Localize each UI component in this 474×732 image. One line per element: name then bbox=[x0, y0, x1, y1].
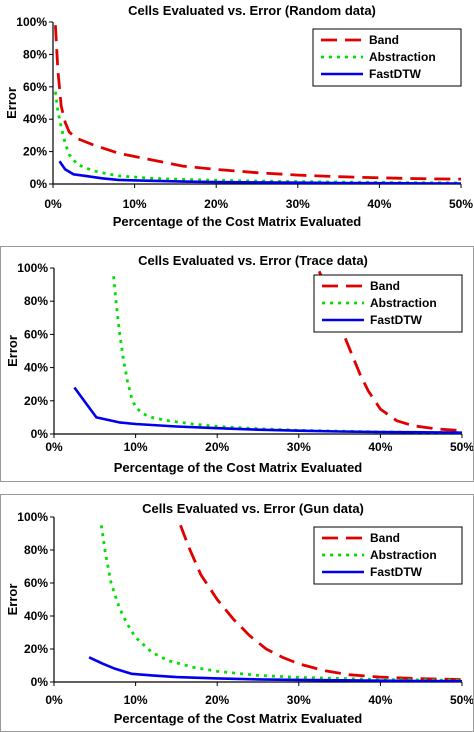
y-tick-label: 0% bbox=[30, 177, 48, 191]
legend-label-abstraction: Abstraction bbox=[369, 50, 436, 64]
series-line-band bbox=[54, 25, 462, 181]
legend-label-fastdtw: FastDTW bbox=[370, 565, 423, 579]
series-line-fastdtw bbox=[58, 160, 462, 184]
legend-label-fastdtw: FastDTW bbox=[369, 67, 422, 81]
x-tick-label: 0% bbox=[45, 440, 63, 454]
x-tick-label: 50% bbox=[450, 693, 473, 707]
legend-label-abstraction: Abstraction bbox=[370, 548, 437, 562]
legend-label-band: Band bbox=[370, 279, 400, 293]
chart-panel-random: Cells Evaluated vs. Error (Random data) 0… bbox=[0, 0, 474, 236]
x-tick-label: 0% bbox=[44, 197, 62, 211]
chart-gun: Cells Evaluated vs. Error (Gun data) 0% 20… bbox=[5, 501, 473, 726]
y-tick-label: 60% bbox=[24, 576, 48, 590]
y-tick-label: 40% bbox=[23, 112, 47, 126]
x-tick-label: 10% bbox=[124, 440, 148, 454]
series-line-band bbox=[317, 270, 463, 433]
series-line-fastdtw bbox=[88, 656, 463, 682]
y-tick-label: 60% bbox=[23, 80, 47, 94]
x-tick-label: 40% bbox=[368, 440, 392, 454]
chart-panel-trace: Cells Evaluated vs. Error (Trace data) 0%… bbox=[0, 246, 474, 482]
y-tick-label: 100% bbox=[17, 510, 48, 524]
y-axis-label: Error bbox=[5, 584, 20, 616]
y-tick-label: 80% bbox=[24, 294, 48, 308]
x-axis-label: Percentage of the Cost Matrix Evaluated bbox=[114, 711, 363, 726]
x-tick-label: 50% bbox=[450, 440, 473, 454]
x-tick-label: 40% bbox=[368, 693, 392, 707]
x-tick-label: 50% bbox=[449, 197, 473, 211]
y-tick-label: 0% bbox=[31, 427, 49, 441]
y-tick-label: 100% bbox=[16, 15, 47, 29]
chart-title: Cells Evaluated vs. Error (Gun data) bbox=[142, 501, 364, 516]
y-tick-label: 80% bbox=[23, 47, 47, 61]
y-tick-label: 20% bbox=[24, 642, 48, 656]
series-line-fastdtw bbox=[73, 386, 463, 434]
y-axis-label: Error bbox=[4, 87, 19, 119]
x-tick-label: 10% bbox=[123, 197, 147, 211]
legend-label-band: Band bbox=[370, 531, 400, 545]
y-tick-label: 20% bbox=[23, 145, 47, 159]
x-tick-label: 10% bbox=[124, 693, 148, 707]
chart-random: Cells Evaluated vs. Error (Random data) 0… bbox=[4, 3, 473, 229]
y-tick-label: 80% bbox=[24, 543, 48, 557]
chart-title: Cells Evaluated vs. Error (Random data) bbox=[128, 3, 376, 18]
y-tick-label: 60% bbox=[24, 327, 48, 341]
x-tick-label: 30% bbox=[287, 440, 311, 454]
x-axis-label: Percentage of the Cost Matrix Evaluated bbox=[114, 460, 363, 475]
y-tick-label: 40% bbox=[24, 361, 48, 375]
x-tick-label: 30% bbox=[286, 197, 310, 211]
y-tick-label: 40% bbox=[24, 609, 48, 623]
series-line-band bbox=[179, 524, 463, 681]
chart-trace: Cells Evaluated vs. Error (Trace data) 0%… bbox=[5, 253, 473, 475]
x-tick-label: 30% bbox=[287, 693, 311, 707]
x-tick-label: 0% bbox=[45, 693, 63, 707]
x-tick-label: 20% bbox=[205, 693, 229, 707]
x-axis-label: Percentage of the Cost Matrix Evaluated bbox=[113, 214, 362, 229]
y-tick-label: 100% bbox=[17, 261, 48, 275]
legend-label-fastdtw: FastDTW bbox=[370, 313, 423, 327]
legend-label-band: Band bbox=[369, 33, 399, 47]
legend-label-abstraction: Abstraction bbox=[370, 296, 437, 310]
y-tick-label: 0% bbox=[31, 675, 49, 689]
chart-title: Cells Evaluated vs. Error (Trace data) bbox=[138, 253, 368, 268]
y-axis-label: Error bbox=[5, 335, 20, 367]
x-tick-label: 40% bbox=[367, 197, 391, 211]
x-tick-label: 20% bbox=[205, 440, 229, 454]
y-tick-label: 20% bbox=[24, 394, 48, 408]
chart-panel-gun: Cells Evaluated vs. Error (Gun data) 0% 20… bbox=[0, 494, 474, 732]
x-tick-label: 20% bbox=[204, 197, 228, 211]
